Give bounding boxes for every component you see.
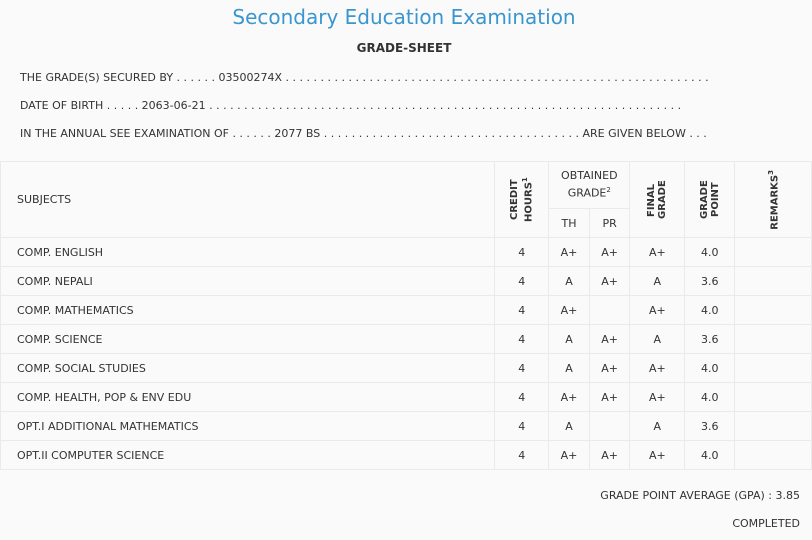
- credit-cell: 4: [494, 324, 550, 354]
- final-grade-cell: A+: [629, 440, 686, 470]
- credit-hours-header: CREDIT HOURS1: [494, 161, 550, 238]
- th-grade-cell: A: [548, 266, 590, 296]
- pr-grade-cell: A+: [588, 382, 631, 412]
- grade-point-cell: 4.0: [684, 353, 736, 383]
- grade-point-cell: 3.6: [684, 411, 736, 441]
- remarks-header: REMARKS3: [734, 161, 812, 238]
- th-grade-cell: A+: [548, 440, 590, 470]
- table-row: OPT.I ADDITIONAL MATHEMATICS 4 A A 3.6: [0, 411, 812, 441]
- grade-point-cell: 4.0: [684, 440, 736, 470]
- th-grade-cell: A: [548, 324, 590, 354]
- subject-cell: COMP. ENGLISH: [0, 237, 496, 267]
- grade-point-cell: 3.6: [684, 324, 736, 354]
- grade-point-cell: 3.6: [684, 266, 736, 296]
- final-grade-cell: A+: [629, 295, 686, 325]
- pr-grade-cell: A+: [588, 353, 631, 383]
- date-of-birth-line: DATE OF BIRTH . . . . . 2063-06-21 . . .…: [20, 99, 682, 112]
- table-row: COMP. SOCIAL STUDIES 4 A A+ A+ 4.0: [0, 353, 812, 383]
- grade-sheet-heading: GRADE-SHEET: [356, 41, 452, 55]
- subjects-header: SUBJECTS: [0, 161, 496, 238]
- obtained-grade-header: OBTAINED GRADE2: [548, 161, 631, 209]
- subject-cell: OPT.I ADDITIONAL MATHEMATICS: [0, 411, 496, 441]
- final-grade-cell: A+: [629, 382, 686, 412]
- table-row: COMP. HEALTH, POP & ENV EDU 4 A+ A+ A+ 4.0: [0, 382, 812, 412]
- subject-cell: COMP. HEALTH, POP & ENV EDU: [0, 382, 496, 412]
- pr-grade-cell: A+: [588, 237, 631, 267]
- remarks-cell: [734, 237, 812, 267]
- th-grade-cell: A: [548, 411, 590, 441]
- table-row: OPT.II COMPUTER SCIENCE 4 A+ A+ A+ 4.0: [0, 440, 812, 470]
- grade-rows: COMP. ENGLISH 4 A+ A+ A+ 4.0 COMP. NEPALI 4 A A+ A…: [0, 237, 812, 470]
- grade-point-cell: 4.0: [684, 295, 736, 325]
- final-grade-cell: A+: [629, 237, 686, 267]
- pr-header: PR: [588, 208, 631, 238]
- grade-secured-by-line: THE GRADE(S) SECURED BY . . . . . . 0350…: [20, 71, 709, 84]
- th-grade-cell: A+: [548, 237, 590, 267]
- th-grade-cell: A+: [548, 382, 590, 412]
- page-title: Secondary Education Examination: [232, 5, 576, 29]
- credit-cell: 4: [494, 237, 550, 267]
- grade-point-cell: 4.0: [684, 237, 736, 267]
- table-row: COMP. ENGLISH 4 A+ A+ A+ 4.0: [0, 237, 812, 267]
- credit-cell: 4: [494, 440, 550, 470]
- subject-cell: COMP. SCIENCE: [0, 324, 496, 354]
- final-grade-cell: A: [629, 324, 686, 354]
- gpa-summary: GRADE POINT AVERAGE (GPA) : 3.85: [600, 489, 800, 502]
- th-grade-cell: A: [548, 353, 590, 383]
- subject-cell: COMP. SOCIAL STUDIES: [0, 353, 496, 383]
- remarks-cell: [734, 382, 812, 412]
- remarks-cell: [734, 295, 812, 325]
- final-grade-cell: A: [629, 266, 686, 296]
- subject-cell: COMP. MATHEMATICS: [0, 295, 496, 325]
- final-grade-cell: A: [629, 411, 686, 441]
- remarks-cell: [734, 324, 812, 354]
- grade-table: SUBJECTS CREDIT HOURS1 OBTAINED GRADE2 F…: [0, 161, 812, 470]
- result-status: COMPLETED: [732, 517, 800, 530]
- table-row: COMP. NEPALI 4 A A+ A 3.6: [0, 266, 812, 296]
- pr-grade-cell: [588, 411, 631, 441]
- pr-grade-cell: A+: [588, 324, 631, 354]
- credit-cell: 4: [494, 353, 550, 383]
- pr-grade-cell: A+: [588, 440, 631, 470]
- final-grade-header: FINAL GRADE: [629, 161, 686, 238]
- table-row: COMP. SCIENCE 4 A A+ A 3.6: [0, 324, 812, 354]
- remarks-cell: [734, 266, 812, 296]
- table-row: COMP. MATHEMATICS 4 A+ A+ 4.0: [0, 295, 812, 325]
- subject-cell: COMP. NEPALI: [0, 266, 496, 296]
- grade-point-header: GRADE POINT: [684, 161, 736, 238]
- examination-line: IN THE ANNUAL SEE EXAMINATION OF . . . .…: [20, 127, 707, 140]
- credit-cell: 4: [494, 266, 550, 296]
- credit-cell: 4: [494, 411, 550, 441]
- pr-grade-cell: A+: [588, 266, 631, 296]
- credit-cell: 4: [494, 295, 550, 325]
- subject-cell: OPT.II COMPUTER SCIENCE: [0, 440, 496, 470]
- remarks-cell: [734, 440, 812, 470]
- pr-grade-cell: [588, 295, 631, 325]
- credit-cell: 4: [494, 382, 550, 412]
- remarks-cell: [734, 411, 812, 441]
- grade-point-cell: 4.0: [684, 382, 736, 412]
- final-grade-cell: A+: [629, 353, 686, 383]
- remarks-cell: [734, 353, 812, 383]
- th-header: TH: [548, 208, 590, 238]
- th-grade-cell: A+: [548, 295, 590, 325]
